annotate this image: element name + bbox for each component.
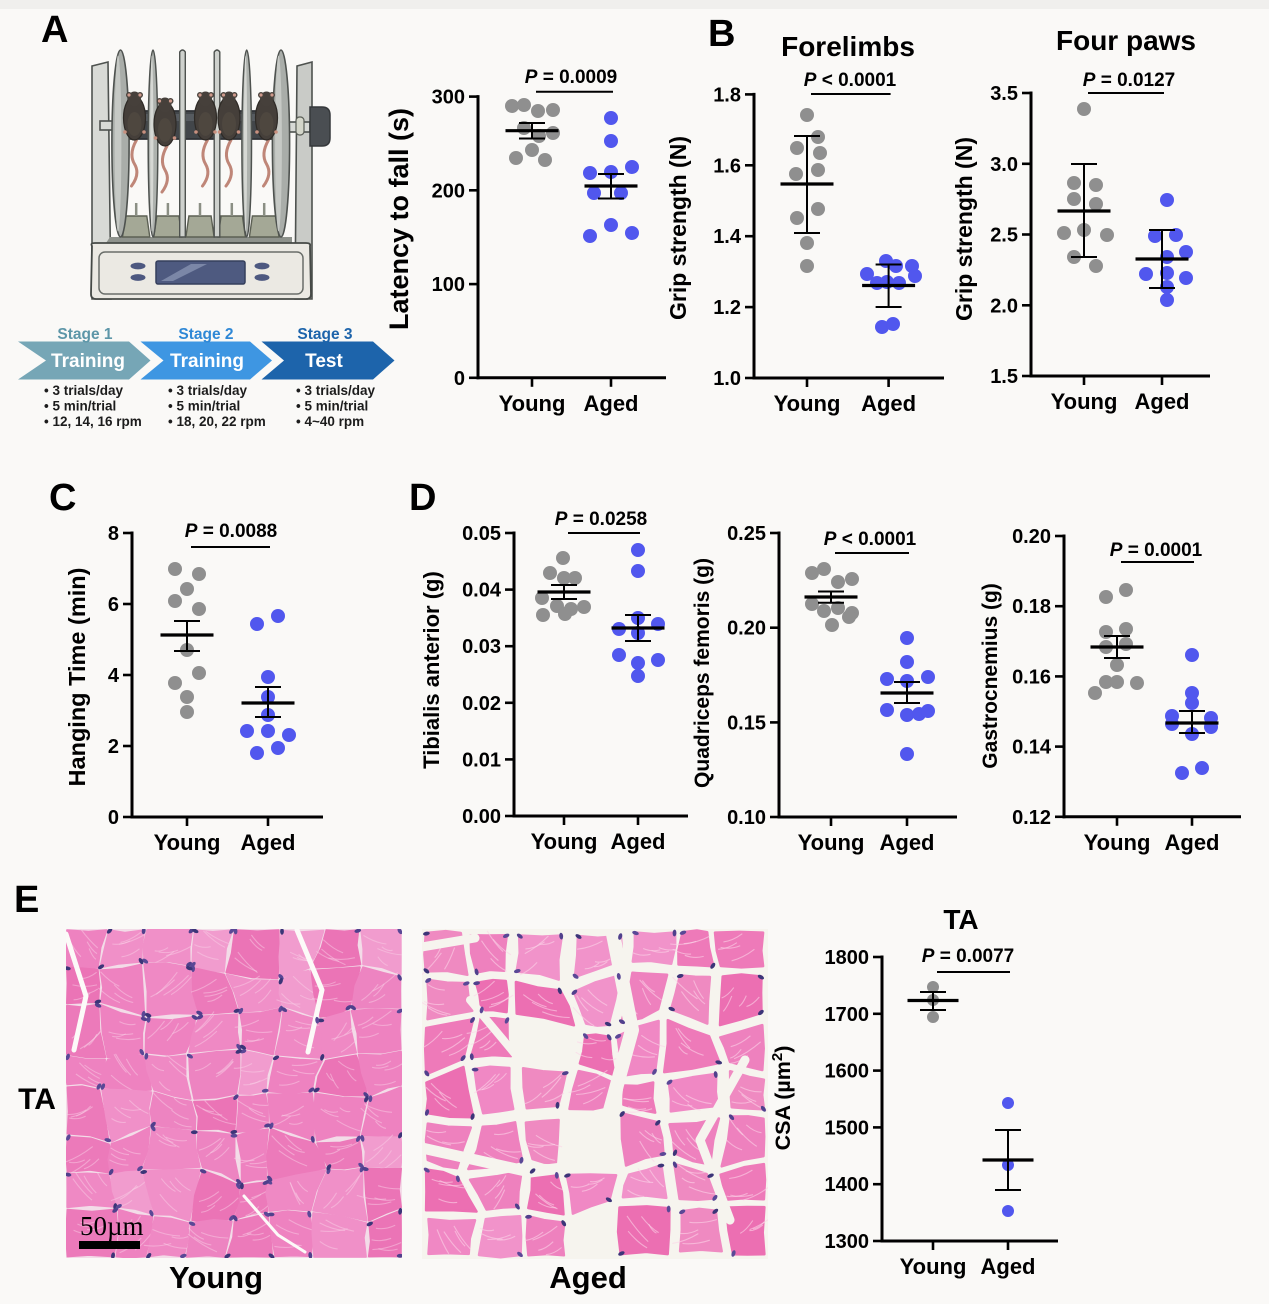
svg-text:Aged: Aged [880,830,935,855]
svg-text:• 18, 20, 22 rpm: • 18, 20, 22 rpm [168,414,266,429]
svg-text:Young: Young [900,1254,967,1279]
svg-text:• 3 trials/day: • 3 trials/day [296,383,376,398]
svg-text:Aged: Aged [861,391,916,416]
svg-text:300: 300 [432,87,465,109]
svg-text:0.16: 0.16 [1012,666,1051,688]
svg-text:Young: Young [774,391,841,416]
svg-text:0.02: 0.02 [462,693,501,715]
svg-text:Aged: Aged [584,391,639,416]
svg-text:B: B [708,13,735,55]
svg-text:P < 0.0001: P < 0.0001 [804,70,897,91]
svg-text:Hanging Time (min): Hanging Time (min) [64,568,90,787]
svg-text:0.15: 0.15 [727,712,766,734]
svg-text:• 3 trials/day: • 3 trials/day [168,383,248,398]
svg-text:0: 0 [454,368,465,390]
svg-text:Aged: Aged [981,1254,1036,1279]
svg-text:Training: Training [51,351,125,372]
svg-text:Young: Young [1051,389,1118,414]
svg-text:1.5: 1.5 [990,366,1018,388]
svg-text:0.20: 0.20 [1012,526,1051,548]
svg-text:Young: Young [531,829,598,854]
svg-text:1400: 1400 [825,1174,870,1196]
svg-text:TA: TA [943,904,978,935]
svg-text:0.14: 0.14 [1012,737,1052,759]
svg-text:A: A [41,9,68,51]
svg-text:Aged: Aged [241,830,296,855]
svg-text:Aged: Aged [611,829,666,854]
svg-text:4: 4 [108,665,120,687]
svg-text:50µm: 50µm [80,1211,144,1241]
svg-text:CSA (µm2): CSA (µm2) [769,1046,795,1151]
svg-text:2.0: 2.0 [990,295,1018,317]
svg-text:Aged: Aged [1135,389,1190,414]
svg-text:0.10: 0.10 [727,807,766,829]
svg-text:• 5 min/trial: • 5 min/trial [44,399,116,414]
svg-text:Forelimbs: Forelimbs [781,31,915,62]
svg-text:Stage 3: Stage 3 [297,326,353,343]
svg-text:Young: Young [798,830,865,855]
svg-text:8: 8 [108,523,119,545]
svg-text:Quadriceps femoris (g): Quadriceps femoris (g) [691,558,714,788]
svg-text:Test: Test [305,351,343,372]
svg-text:0.12: 0.12 [1012,807,1051,829]
svg-text:0.00: 0.00 [462,806,501,828]
svg-text:1800: 1800 [825,947,870,969]
svg-text:P = 0.0088: P = 0.0088 [185,521,277,542]
svg-text:P = 0.0077: P = 0.0077 [922,946,1014,967]
svg-text:P < 0.0001: P < 0.0001 [824,529,917,550]
svg-text:P = 0.0009: P = 0.0009 [525,67,617,88]
svg-text:1700: 1700 [825,1004,870,1026]
svg-text:Four paws: Four paws [1056,25,1196,56]
svg-text:• 4~40 rpm: • 4~40 rpm [296,414,364,429]
svg-text:Grip strength (N): Grip strength (N) [951,137,977,321]
svg-text:0.05: 0.05 [462,523,501,545]
svg-text:Young: Young [499,391,566,416]
svg-text:Young: Young [1084,830,1151,855]
svg-text:0.18: 0.18 [1012,596,1051,618]
svg-text:6: 6 [108,594,119,616]
svg-text:0.20: 0.20 [727,618,766,640]
svg-text:0.03: 0.03 [462,636,501,658]
svg-text:3.5: 3.5 [990,83,1018,105]
svg-text:E: E [14,879,39,921]
svg-text:Young: Young [169,1260,263,1295]
svg-text:TA: TA [18,1083,56,1116]
svg-text:• 5 min/trial: • 5 min/trial [296,399,368,414]
svg-text:• 5 min/trial: • 5 min/trial [168,399,240,414]
svg-text:• 3 trials/day: • 3 trials/day [44,383,124,398]
svg-text:C: C [49,477,76,519]
svg-text:1500: 1500 [825,1117,870,1139]
svg-text:P = 0.0127: P = 0.0127 [1083,70,1175,91]
svg-text:Latency to fall (s): Latency to fall (s) [384,108,414,330]
svg-text:P = 0.0001: P = 0.0001 [1110,540,1203,561]
svg-text:0.04: 0.04 [462,580,502,602]
svg-text:1.2: 1.2 [713,297,741,319]
svg-text:0.25: 0.25 [727,523,766,545]
svg-text:Tibialis anterior (g): Tibialis anterior (g) [419,571,444,769]
svg-text:100: 100 [432,274,465,296]
svg-text:1.6: 1.6 [713,155,741,177]
svg-text:1600: 1600 [825,1061,870,1083]
svg-text:0.01: 0.01 [462,749,501,771]
svg-text:D: D [409,477,436,519]
svg-text:1.8: 1.8 [713,84,741,106]
svg-text:Training: Training [170,351,244,372]
svg-text:Stage 2: Stage 2 [178,326,233,343]
svg-text:1.4: 1.4 [713,226,742,248]
svg-text:0: 0 [108,807,119,829]
svg-text:• 12, 14, 16 rpm: • 12, 14, 16 rpm [44,414,142,429]
svg-text:1300: 1300 [825,1231,870,1253]
svg-text:1.0: 1.0 [713,368,741,390]
svg-text:3.0: 3.0 [990,154,1018,176]
svg-text:Stage 1: Stage 1 [57,326,113,343]
svg-text:200: 200 [432,180,465,202]
svg-text:2: 2 [108,736,119,758]
svg-text:2.5: 2.5 [990,225,1018,247]
svg-text:Gastrocnemius (g): Gastrocnemius (g) [979,583,1002,769]
svg-text:Aged: Aged [1165,830,1220,855]
svg-text:Aged: Aged [549,1260,627,1295]
svg-text:P = 0.0258: P = 0.0258 [555,509,647,530]
svg-text:Grip strength (N): Grip strength (N) [665,136,691,320]
svg-text:Young: Young [154,830,221,855]
